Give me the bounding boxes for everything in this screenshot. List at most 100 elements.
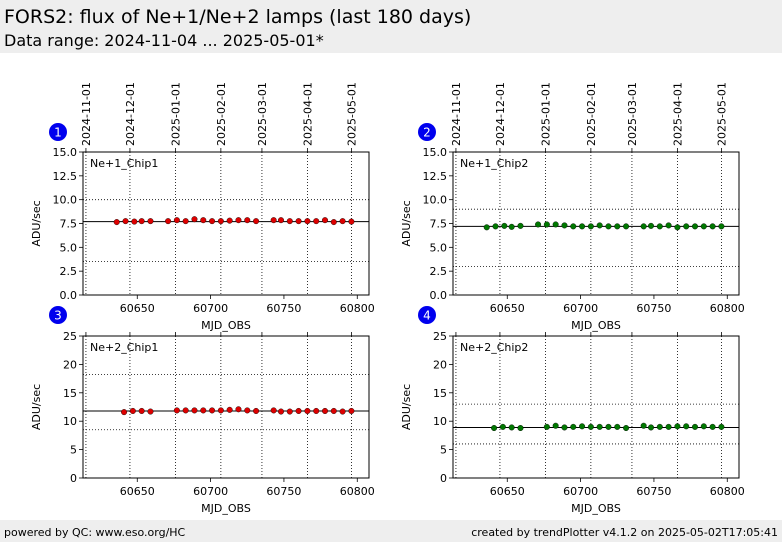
y-tick-label: 10.0 [53, 194, 78, 207]
data-point [182, 218, 189, 225]
y-tick-label: 0 [440, 472, 447, 485]
data-point [535, 221, 542, 228]
y-tick-label: 20 [63, 358, 77, 371]
data-point [235, 406, 242, 413]
data-point [579, 423, 586, 430]
y-tick-label: 10 [63, 415, 77, 428]
data-point [173, 407, 180, 414]
chart-panel-3: 0 5 10 15 20 25 60650 60700 60750 60800 MJD_OBS ADU… [30, 306, 375, 515]
y-tick-label: 10 [433, 415, 447, 428]
data-point [596, 423, 603, 430]
data-point [508, 424, 515, 431]
data-point [339, 218, 346, 225]
data-point [209, 407, 216, 414]
date-tick-label: 2024-12-01 [494, 82, 507, 146]
x-tick-label: 60800 [340, 302, 375, 315]
x-axis-label: MJD_OBS [201, 502, 251, 515]
data-point [640, 223, 647, 230]
y-axis-label: ADU/sec [30, 200, 43, 246]
data-point [709, 423, 716, 430]
data-point [492, 223, 499, 230]
data-point [587, 423, 594, 430]
data-point [295, 407, 302, 414]
panel-number-badge [49, 306, 67, 324]
data-point [226, 406, 233, 413]
date-tick-label: 2025-03-01 [256, 82, 269, 146]
y-tick-label: 25 [433, 330, 447, 343]
data-point [286, 218, 293, 225]
panel-series-label: Ne+2_Chip1 [90, 341, 158, 354]
panel-number-label: 3 [54, 309, 62, 323]
data-point [304, 218, 311, 225]
data-point [131, 218, 138, 225]
page-title: FORS2: flux of Ne+1/Ne+2 lamps (last 180… [4, 6, 472, 28]
y-tick-label: 2.5 [430, 265, 448, 278]
data-point [295, 218, 302, 225]
date-tick-label: 2025-01-01 [169, 82, 182, 146]
x-tick-label: 60800 [710, 302, 745, 315]
data-point [217, 407, 224, 414]
y-tick-label: 12.5 [53, 170, 78, 183]
x-tick-label: 60650 [120, 485, 155, 498]
y-tick-label: 15.0 [423, 146, 448, 159]
data-point [286, 408, 293, 415]
data-point [648, 222, 655, 229]
data-point [235, 217, 242, 224]
data-point [579, 223, 586, 230]
panel-number-badge [49, 123, 67, 141]
x-tick-label: 60750 [636, 302, 671, 315]
data-point [614, 223, 621, 230]
data-point [587, 223, 594, 230]
data-point [138, 218, 145, 225]
page-subtitle: Data range: 2024-11-04 ... 2025-05-01* [4, 31, 324, 50]
data-point [656, 423, 663, 430]
y-tick-label: 5 [440, 444, 447, 457]
data-point [614, 423, 621, 430]
data-point [339, 408, 346, 415]
data-point [683, 423, 690, 430]
x-axis-label: MJD_OBS [571, 319, 621, 332]
date-tick-label: 2025-04-01 [671, 82, 684, 146]
data-point [605, 223, 612, 230]
y-axis-label: ADU/sec [400, 200, 413, 246]
data-point [165, 218, 172, 225]
data-point [129, 407, 136, 414]
data-point [278, 217, 285, 224]
data-point [270, 217, 277, 224]
data-point [623, 223, 630, 230]
date-tick-label: 2025-05-01 [345, 82, 358, 146]
x-axis-label: MJD_OBS [201, 319, 251, 332]
data-point [330, 407, 337, 414]
plot-frame [452, 335, 740, 479]
data-point [517, 222, 524, 229]
data-point [570, 223, 577, 230]
data-point [605, 423, 612, 430]
data-point [173, 217, 180, 224]
date-tick-label: 2025-03-01 [626, 82, 639, 146]
chart-panel-4: 0 5 10 15 20 25 60650 60700 60750 60800 MJD_OBS ADU… [400, 306, 745, 515]
x-tick-label: 60700 [563, 485, 598, 498]
y-tick-label: 10.0 [423, 194, 448, 207]
data-point [348, 218, 355, 225]
data-point [709, 223, 716, 230]
data-point [244, 217, 251, 224]
footer-credit-link[interactable]: powered by QC: www.eso.org/HC [4, 526, 186, 539]
data-point [138, 407, 145, 414]
data-point [491, 425, 498, 432]
data-point [700, 423, 707, 430]
data-point [656, 223, 663, 230]
y-tick-label: 2.5 [60, 265, 78, 278]
data-point [692, 423, 699, 430]
data-point [304, 407, 311, 414]
y-tick-label: 15.0 [53, 146, 78, 159]
data-point [147, 218, 154, 225]
data-point [561, 424, 568, 431]
y-tick-label: 0 [70, 472, 77, 485]
x-tick-label: 60700 [193, 302, 228, 315]
data-point [665, 423, 672, 430]
data-point [313, 407, 320, 414]
data-point [330, 219, 337, 226]
y-axis-label: ADU/sec [400, 384, 413, 430]
panel-series-label: Ne+2_Chip2 [460, 341, 528, 354]
